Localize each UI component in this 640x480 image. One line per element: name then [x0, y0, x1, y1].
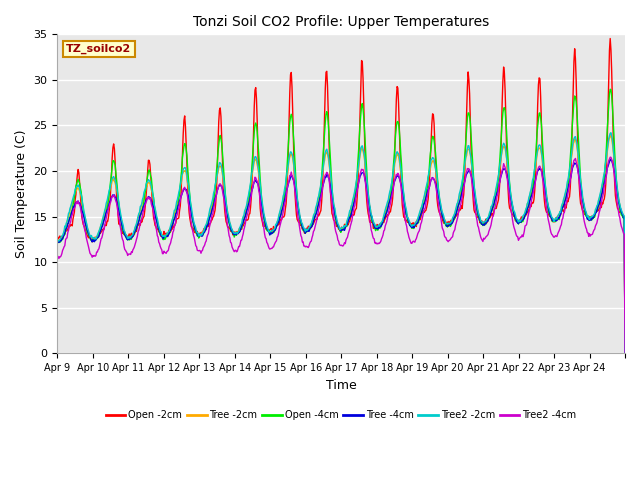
Legend: Open -2cm, Tree -2cm, Open -4cm, Tree -4cm, Tree2 -2cm, Tree2 -4cm: Open -2cm, Tree -2cm, Open -4cm, Tree -4…: [102, 406, 580, 424]
X-axis label: Time: Time: [326, 379, 356, 392]
Y-axis label: Soil Temperature (C): Soil Temperature (C): [15, 130, 28, 258]
Text: TZ_soilco2: TZ_soilco2: [66, 44, 131, 54]
Title: Tonzi Soil CO2 Profile: Upper Temperatures: Tonzi Soil CO2 Profile: Upper Temperatur…: [193, 15, 490, 29]
